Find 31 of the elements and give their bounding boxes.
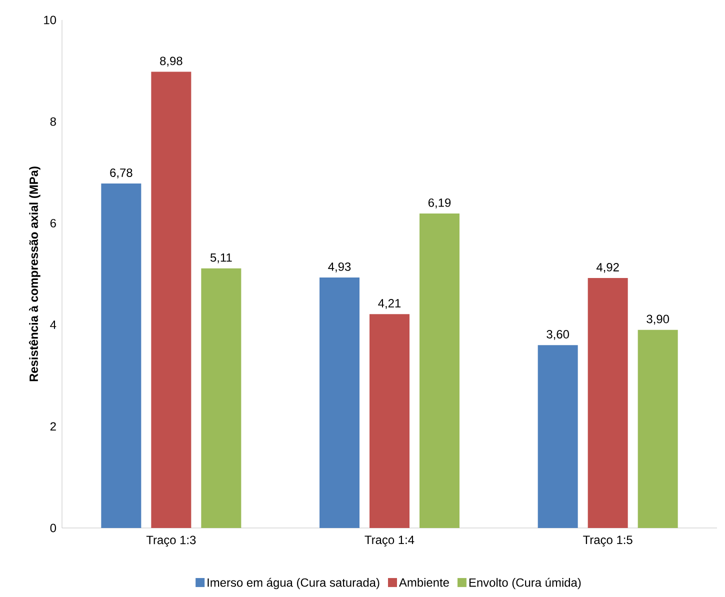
y-tick-label: 2 <box>50 422 56 431</box>
legend-label: Imerso em água (Cura saturada) <box>208 578 380 590</box>
data-label: 6,78 <box>110 168 132 178</box>
y-tick-label: 10 <box>44 16 56 24</box>
y-tick-label: 0 <box>50 524 56 532</box>
data-label: 8,98 <box>160 56 182 67</box>
data-label: 4,93 <box>328 262 351 272</box>
bar <box>588 278 628 528</box>
bar <box>638 330 678 528</box>
data-label: 4,21 <box>378 299 401 309</box>
y-axis-title: Resistência à compressão axial (MPa) <box>28 166 40 382</box>
legend-label: Ambiente <box>399 578 449 587</box>
data-label: 6,19 <box>428 198 451 208</box>
legend-label: Envolto (Cura úmida) <box>469 578 581 590</box>
y-tick-label: 6 <box>50 218 56 228</box>
y-tick-label: 4 <box>50 320 56 329</box>
bar <box>320 278 360 528</box>
bar <box>151 72 192 528</box>
data-label: 4,92 <box>596 262 619 273</box>
data-label: 3,60 <box>546 330 570 340</box>
x-tick-label: Traço 1:3 <box>146 536 196 547</box>
bar <box>538 345 578 528</box>
x-tick-label: Traço 1:4 <box>364 536 414 547</box>
data-label: 3,90 <box>646 314 670 325</box>
bar <box>420 214 460 528</box>
x-tick-label: Traço 1:5 <box>583 536 632 547</box>
bar <box>101 184 142 528</box>
data-label: 5,11 <box>210 253 232 264</box>
y-tick-label: 8 <box>50 117 56 126</box>
bar <box>201 268 242 528</box>
bar <box>370 314 410 528</box>
